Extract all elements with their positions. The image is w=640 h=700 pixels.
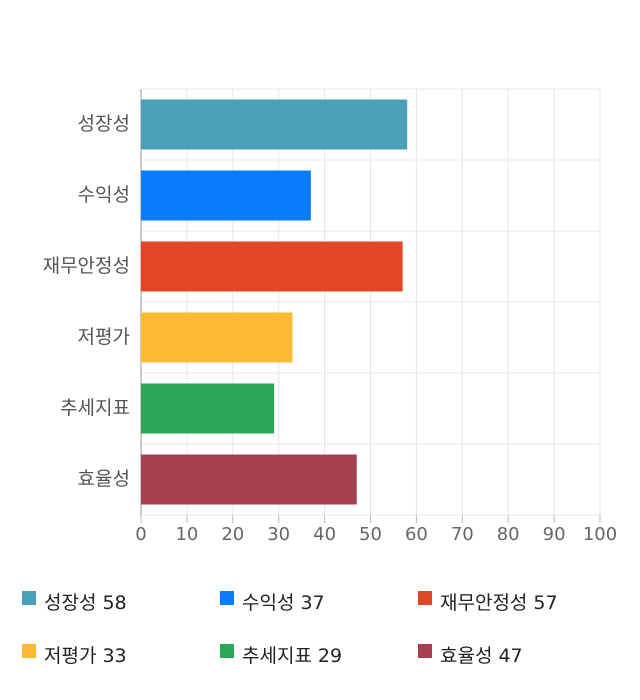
x-tick-label: 80 xyxy=(497,524,520,545)
bar xyxy=(141,312,293,363)
y-tick-label: 재무안정성 xyxy=(43,255,130,277)
legend-name: 성장성 xyxy=(44,592,96,614)
x-tick-label: 100 xyxy=(583,524,617,545)
legend-name: 저평가 xyxy=(44,645,96,667)
legend-value: 58 xyxy=(102,592,126,614)
legend-swatch xyxy=(220,591,234,605)
x-tick-label: 30 xyxy=(267,524,290,545)
legend-name: 수익성 xyxy=(242,592,294,614)
legend-swatch xyxy=(220,644,234,658)
legend-value: 37 xyxy=(300,592,324,614)
y-tick-label: 효율성 xyxy=(78,468,130,490)
bar xyxy=(141,99,408,150)
y-tick-label: 수익성 xyxy=(78,184,130,206)
x-tick-label: 70 xyxy=(451,524,474,545)
x-tick-label: 20 xyxy=(221,524,244,545)
x-tick-label: 10 xyxy=(175,524,198,545)
legend-swatch xyxy=(418,591,432,605)
legend-label: 수익성 37 xyxy=(242,592,325,614)
legend-value: 29 xyxy=(318,645,342,667)
legend-label: 추세지표 29 xyxy=(242,645,342,667)
legend-value: 33 xyxy=(102,645,126,667)
legend-label: 재무안정성 57 xyxy=(440,592,558,614)
bar xyxy=(141,170,311,221)
legend-swatch xyxy=(418,644,432,658)
y-tick-label: 저평가 xyxy=(78,326,130,348)
legend-label: 성장성 58 xyxy=(44,592,127,614)
legend-value: 47 xyxy=(498,645,522,667)
y-tick-label: 추세지표 xyxy=(60,397,130,419)
bar xyxy=(141,454,357,505)
legend-name: 추세지표 xyxy=(242,645,312,667)
legend-swatch xyxy=(22,591,36,605)
legend-name: 효율성 xyxy=(440,645,492,667)
legend-swatch xyxy=(22,644,36,658)
x-tick-label: 60 xyxy=(405,524,428,545)
x-tick-label: 40 xyxy=(313,524,336,545)
legend-label: 저평가 33 xyxy=(44,645,127,667)
y-tick-label: 성장성 xyxy=(78,113,130,135)
legend-name: 재무안정성 xyxy=(440,592,527,614)
bar xyxy=(141,241,403,292)
bar xyxy=(141,383,275,434)
legend-label: 효율성 47 xyxy=(440,645,523,667)
x-tick-label: 90 xyxy=(543,524,566,545)
x-tick-label: 0 xyxy=(135,524,146,545)
legend-value: 57 xyxy=(533,592,557,614)
x-tick-label: 50 xyxy=(359,524,382,545)
